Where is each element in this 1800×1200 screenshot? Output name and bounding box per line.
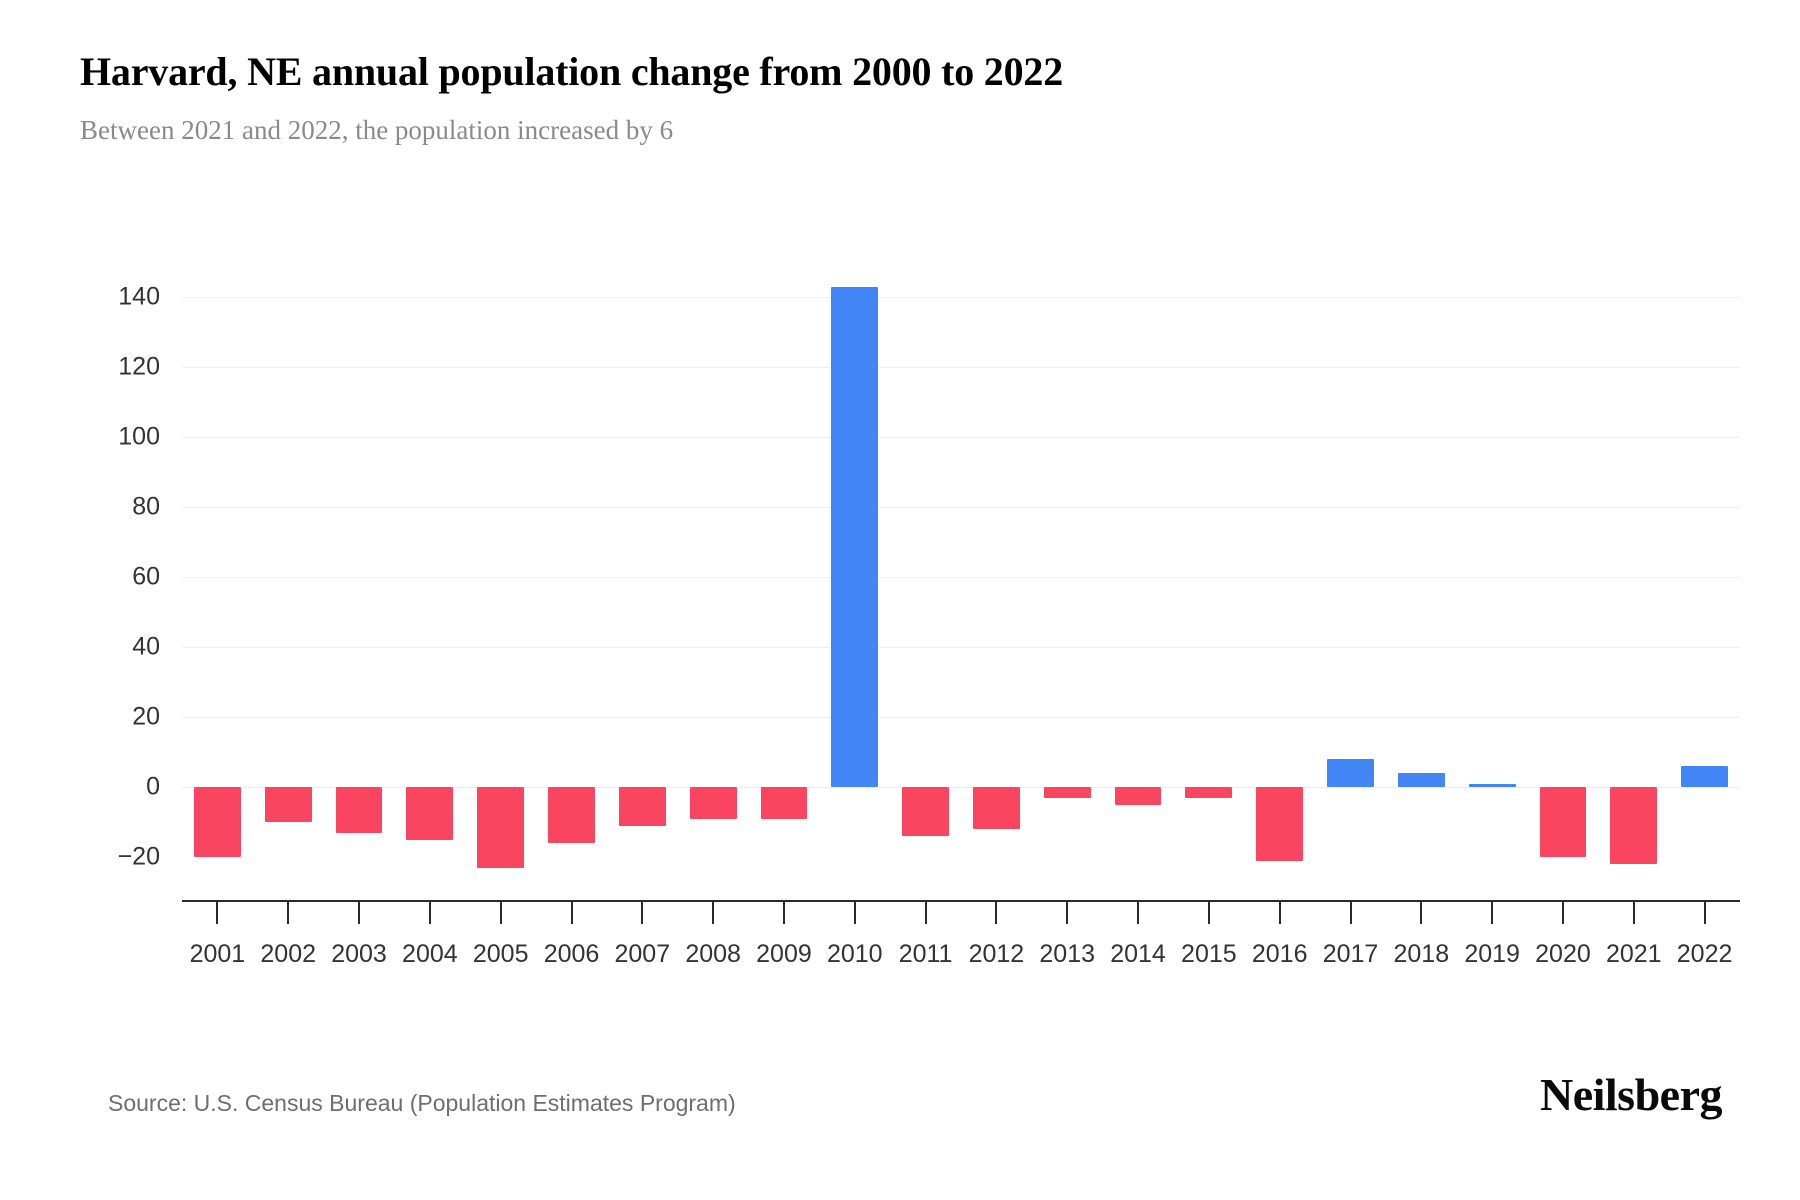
bar-2008[interactable] <box>689 787 737 819</box>
gridline <box>182 787 1740 788</box>
x-axis-tick <box>1632 902 1635 924</box>
bars-group <box>182 0 1740 1200</box>
x-axis-tick-label: 2011 <box>898 940 953 968</box>
bar-2017[interactable] <box>1327 759 1374 787</box>
x-axis-tick <box>853 902 856 924</box>
x-axis-tick-label: 2010 <box>826 940 883 968</box>
x-axis-tick <box>641 902 644 924</box>
bar-2015[interactable] <box>1185 787 1233 798</box>
x-axis-line <box>182 900 1740 902</box>
bar-2018[interactable] <box>1397 773 1445 787</box>
x-axis-tick-label: 2005 <box>472 940 529 968</box>
gridline <box>182 717 1740 718</box>
bar-2020[interactable] <box>1539 787 1587 857</box>
gridline <box>182 647 1740 648</box>
bar-2001[interactable] <box>194 787 241 857</box>
x-axis-tick <box>1207 902 1210 924</box>
y-axis-tick-label: 20 <box>132 702 160 731</box>
x-axis-tick <box>1703 902 1706 924</box>
x-axis-tick <box>1561 902 1564 924</box>
x-axis-tick <box>216 902 219 924</box>
y-axis-tick-label: 100 <box>118 422 160 451</box>
x-axis-tick-label: 2016 <box>1251 940 1308 968</box>
x-axis-tick-label: 2003 <box>331 940 387 968</box>
y-axis-tick-label: 0 <box>146 772 160 801</box>
x-axis-tick-label: 2017 <box>1322 940 1379 968</box>
y-axis-tick-label: −20 <box>117 842 160 871</box>
x-axis-tick <box>1278 902 1281 924</box>
bar-2019[interactable] <box>1468 783 1516 787</box>
x-axis-tick <box>712 902 715 924</box>
gridline <box>182 367 1740 368</box>
y-axis-tick-label: 40 <box>132 632 160 661</box>
gridline <box>182 577 1740 578</box>
x-axis-tick <box>1349 902 1352 924</box>
x-axis-tick-label: 2019 <box>1464 940 1520 968</box>
x-axis-tick <box>1137 902 1140 924</box>
x-axis-tick <box>570 902 573 924</box>
source-note: Source: U.S. Census Bureau (Population E… <box>108 1090 736 1116</box>
bar-2012[interactable] <box>973 787 1020 829</box>
x-axis-tick <box>428 902 431 924</box>
x-axis-tick-label: 2022 <box>1676 940 1733 968</box>
x-axis-tick-label: 2014 <box>1110 940 1166 968</box>
x-axis-tick <box>1491 902 1494 924</box>
bar-2021[interactable] <box>1610 787 1658 864</box>
x-axis-tick-label: 2007 <box>614 940 671 968</box>
bar-2010[interactable] <box>831 286 879 787</box>
x-axis-tick-label: 2002 <box>260 940 317 968</box>
y-axis-tick-label: 80 <box>132 492 160 521</box>
x-axis-tick <box>924 902 927 924</box>
x-axis-tick <box>287 902 290 924</box>
x-axis-tick <box>782 902 785 924</box>
x-axis-tick-label: 2001 <box>189 940 246 968</box>
y-axis-tick-label: 120 <box>118 352 160 381</box>
x-axis-tick-label: 2004 <box>402 940 458 968</box>
bar-2013[interactable] <box>1043 787 1091 798</box>
chart-header: Harvard, NE annual population change fro… <box>80 48 1720 146</box>
x-axis-tick <box>995 902 998 924</box>
x-axis-tick-label: 2015 <box>1181 940 1237 968</box>
bar-2004[interactable] <box>406 787 454 840</box>
gridline <box>182 437 1740 438</box>
bar-2011[interactable] <box>902 787 949 836</box>
x-axis-tick <box>1420 902 1423 924</box>
gridline <box>182 507 1740 508</box>
bar-2016[interactable] <box>1256 787 1304 861</box>
bar-2014[interactable] <box>1114 787 1162 805</box>
page-title: Harvard, NE annual population change fro… <box>80 49 1064 94</box>
x-axis-tick <box>358 902 361 924</box>
x-axis-tick <box>499 902 502 924</box>
gridline <box>182 297 1740 298</box>
bar-2006[interactable] <box>548 787 595 843</box>
x-axis-tick-label: 2009 <box>756 940 812 968</box>
x-axis-tick-label: 2013 <box>1039 940 1096 968</box>
bar-2005[interactable] <box>477 787 525 868</box>
y-axis-tick-label: 60 <box>132 562 160 591</box>
bar-2009[interactable] <box>760 787 808 819</box>
bar-2022[interactable] <box>1681 766 1728 787</box>
x-axis-tick-label: 2012 <box>968 940 1025 968</box>
x-axis-tick-label: 2008 <box>685 940 741 968</box>
chart-subtitle: Between 2021 and 2022, the population in… <box>80 115 674 145</box>
x-axis-tick-label: 2006 <box>543 940 600 968</box>
bar-2003[interactable] <box>335 787 383 833</box>
brand-logo: Neilsberg <box>1539 1069 1723 1120</box>
bar-2002[interactable] <box>264 787 312 822</box>
x-axis-tick <box>1066 902 1069 924</box>
y-axis-tick-label: 140 <box>118 282 160 311</box>
x-axis-tick-label: 2021 <box>1605 940 1662 968</box>
bar-2007[interactable] <box>618 787 666 826</box>
x-axis-tick-label: 2020 <box>1535 940 1591 968</box>
x-axis-tick-label: 2018 <box>1393 940 1450 968</box>
